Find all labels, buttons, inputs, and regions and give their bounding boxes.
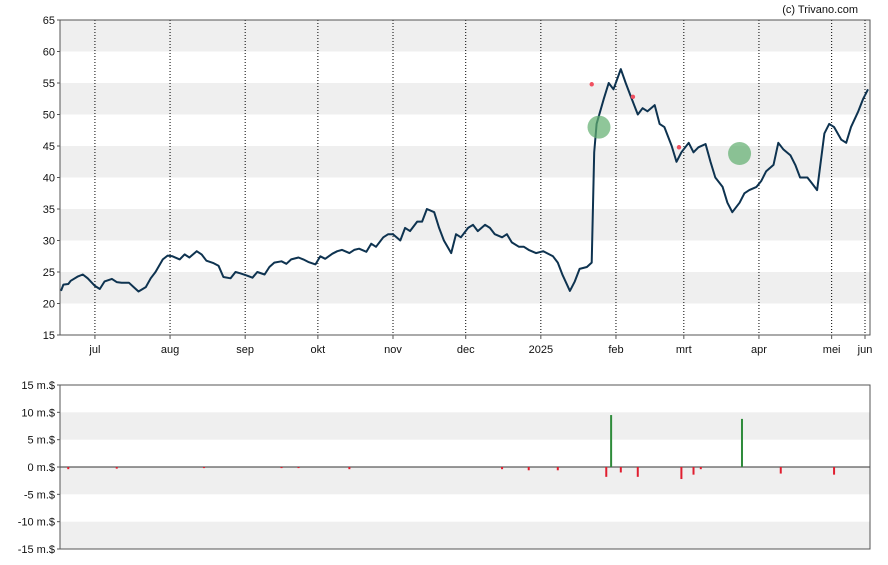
volume-ytick-label: -15 m.$ [18,544,55,556]
price-xtick-label: jul [88,344,100,356]
volume-bar [636,467,639,477]
price-line [60,68,869,293]
price-xtick-label: nov [384,344,402,356]
volume-ytick-label: -5 m.$ [24,489,55,501]
volume-bar [692,467,695,475]
price-ytick-label: 65 [43,15,55,27]
price-band [60,20,870,52]
price-xtick-label: 2025 [529,344,553,356]
volume-ytick-label: 5 m.$ [27,435,55,447]
volume-band [60,467,870,495]
price-ytick-label: 15 [43,330,55,342]
price-xtick-label: okt [311,344,326,356]
signal-circle-marker [728,142,752,166]
price-ytick-label: 60 [43,47,55,59]
volume-bar [202,467,205,469]
price-xtick-label: mei [823,344,841,356]
volume-panel: 15 m.$ 10 m.$ 5 m.$ 0 m.$ -5 m.$ -10 m.$ -15 m… [18,380,871,556]
volume-bar [680,467,683,480]
price-ytick-label: 40 [43,173,55,185]
price-xtick-label: apr [751,344,767,356]
volume-ytick-label: -10 m.$ [18,517,55,529]
volume-bar [779,467,782,474]
signal-circle-marker [587,115,611,139]
volume-ytick-label: 10 m.$ [21,407,55,419]
volume-bar [115,467,118,469]
signal-dot-marker [630,94,636,100]
price-band [60,272,870,304]
price-xtick-label: aug [161,344,179,356]
volume-band [60,412,870,440]
volume-bar [740,418,743,467]
volume-bar [501,467,504,470]
signal-dot-marker [676,145,682,150]
volume-bar [699,467,702,470]
price-band [60,83,870,115]
price-ytick-label: 35 [43,204,55,216]
price-xtick-label: sep [236,344,254,356]
price-xtick-label: mrt [676,344,692,356]
copyright-label: (c) Trivano.com [782,4,858,16]
volume-bar [527,467,530,471]
signal-dot-marker [589,82,594,87]
price-ytick-label: 45 [43,141,55,153]
price-ytick-label: 55 [43,78,55,90]
price-xtick-label: dec [457,344,475,356]
volume-bar [67,467,70,470]
volume-ytick-label: 0 m.$ [27,462,55,474]
volume-bar [297,467,300,469]
volume-ytick-label: 15 m.$ [21,380,55,392]
price-ytick-label: 25 [43,267,55,279]
volume-band [60,521,870,549]
price-xtick-label: jun [857,344,873,356]
price-ytick-label: 50 [43,110,55,122]
volume-bar [348,467,351,470]
volume-bar [605,467,608,477]
volume-bar [556,467,559,471]
volume-bar [610,415,613,467]
volume-bar [619,467,622,473]
volume-bar [833,467,836,475]
volume-bar [280,467,283,469]
price-band [60,209,870,241]
price-ytick-label: 20 [43,299,55,311]
price-ytick-label: 30 [43,236,55,248]
price-xtick-label: feb [608,344,623,356]
